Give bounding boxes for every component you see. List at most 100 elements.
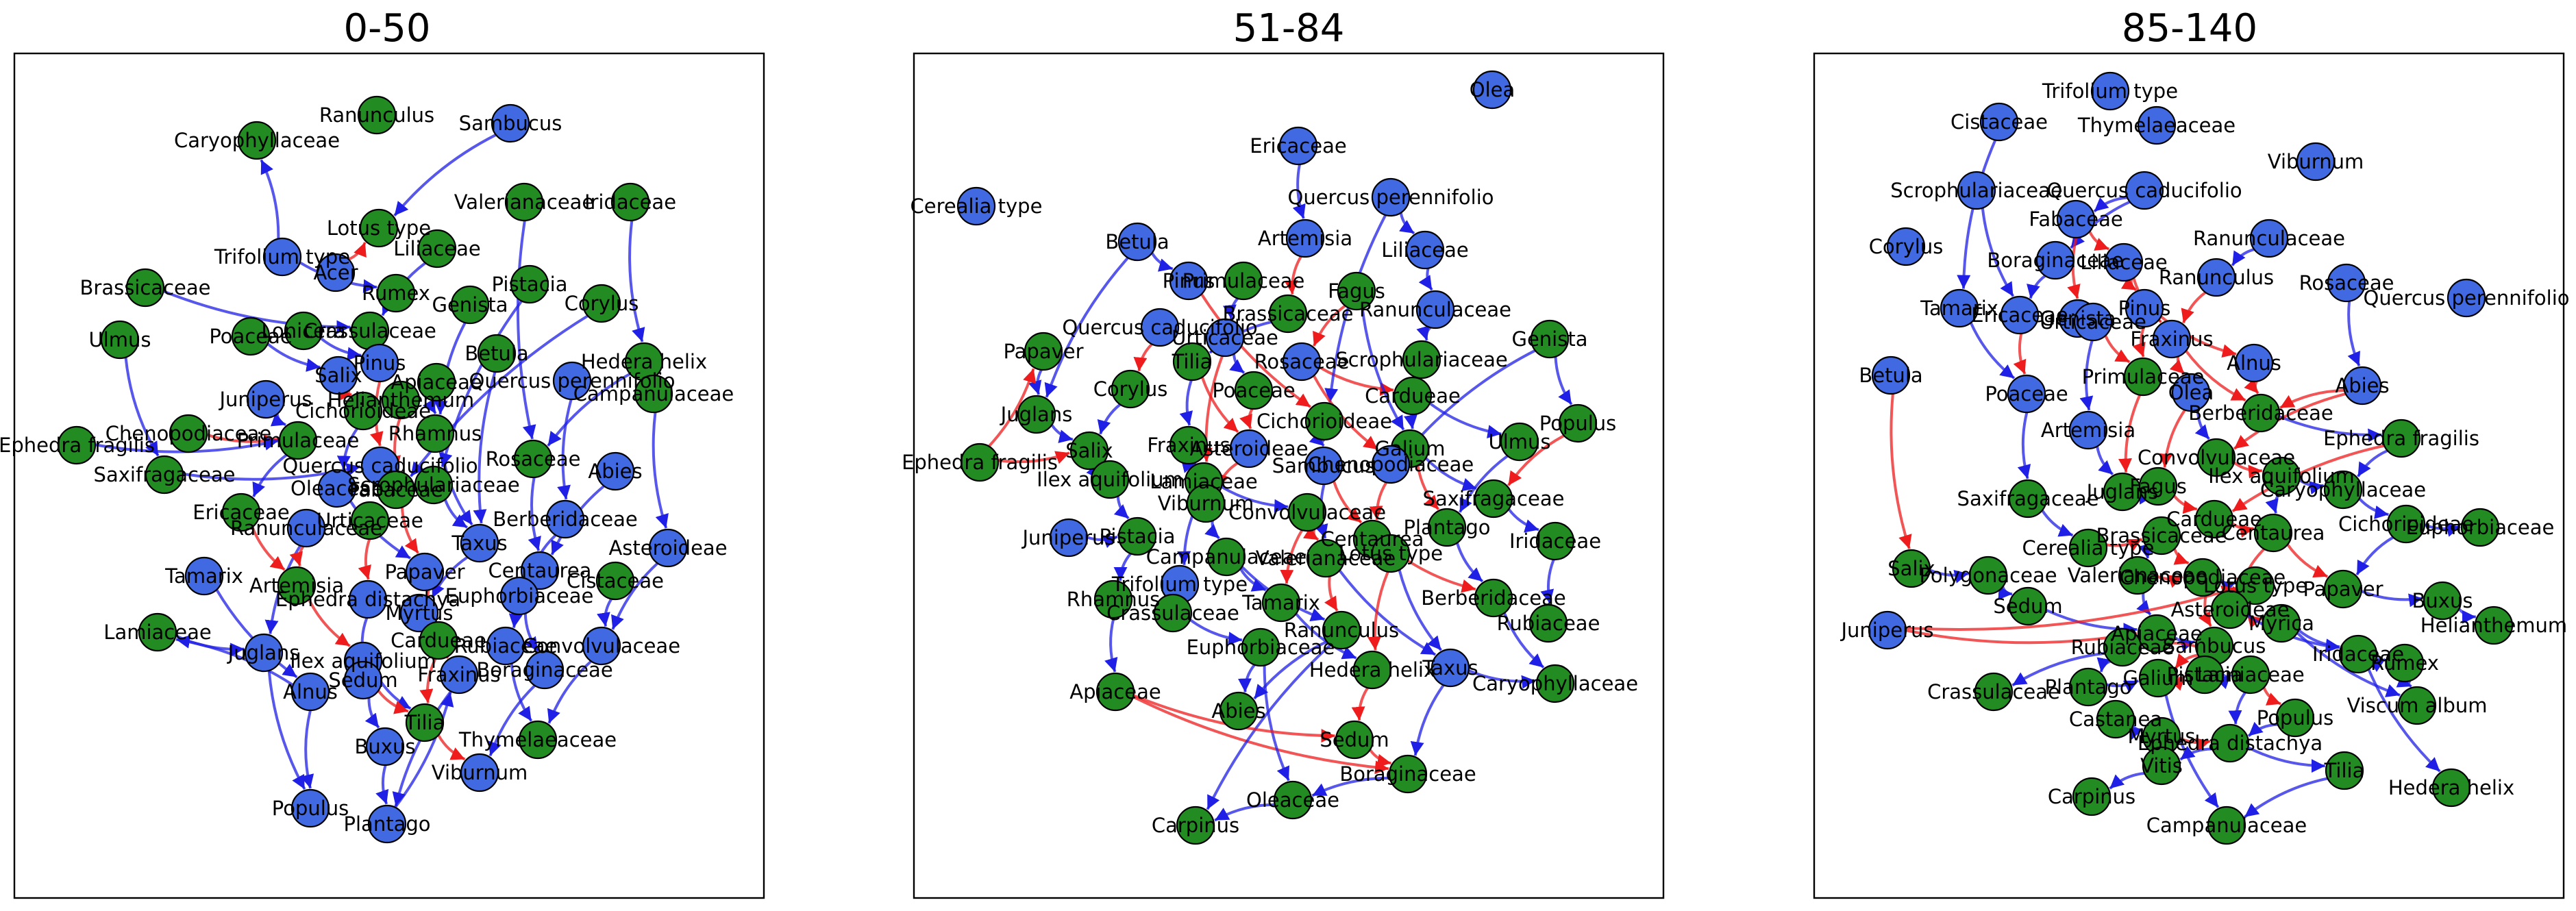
panel-title: 85-140 [2122,6,2257,51]
graph-edge [1229,353,1246,375]
graph-edge [1890,393,1912,549]
node-label: Pinus [354,351,406,375]
graph-node [2431,768,2471,808]
graph-node [2397,686,2437,725]
graph-node [2142,516,2181,556]
node-label: Taxus [1422,656,1478,679]
graph-edge [2106,538,2143,551]
graph-node [1268,294,1308,334]
graph-edge [377,690,409,714]
graph-node [513,439,553,479]
graph-node [2125,288,2164,328]
node-label: Caryophyllaceae [2260,478,2426,501]
graph-edge [2367,669,2441,773]
graph-node [960,442,1000,482]
graph-node [2423,581,2462,621]
node-label: Lonicera [261,319,345,342]
graph-edge [2106,679,2140,693]
graph-edge [1998,586,2013,600]
node-label: Boraginaceae [1987,249,2123,272]
graph-node [376,470,416,510]
graph-node [504,182,544,222]
node-label: Primulaceae [2082,365,2205,388]
graph-node [2068,528,2108,568]
node-label: Quercus perennifolio [1288,186,1494,209]
node-label: Quercus caducifolio [282,454,478,477]
graph-edge [2159,409,2186,468]
graph-node [417,229,457,269]
node-label: Campanulaceae [1146,545,1306,569]
graph-edge [2093,196,2128,213]
graph-edge [1204,521,1221,540]
graph-edge [422,398,438,415]
graph-edge [1507,434,1565,486]
graph-edge [1302,526,1320,541]
graph-edge [437,734,466,761]
graph-edge [1502,612,1545,669]
node-label: Genista [2040,307,2116,330]
graph-edge [443,499,469,529]
graph-edge [2457,608,2476,624]
graph-edge [251,526,286,571]
graph-edge [611,562,659,630]
graph-edge [1455,542,1484,583]
node-layer [956,70,1598,845]
node-label: Lotus type [1339,542,1443,565]
node-label: Populus [272,797,349,820]
graph-node [278,421,318,460]
graph-edge [2173,548,2190,565]
graph-node [1337,271,1376,311]
node-label: Chenopodiaceae [2120,566,2286,589]
node-label: Sedum [1320,728,1389,751]
graph-node [1234,371,1274,410]
graph-edge [2127,725,2144,740]
graph-node [1186,484,1226,523]
graph-node [2262,603,2301,643]
node-label: Tilia [2324,759,2365,782]
graph-node [317,469,357,508]
graph-edge [1044,256,1129,398]
graph-node [1472,70,1512,110]
node-label: Oleaceae [1246,788,1339,812]
node-label: Fagus [2129,475,2187,498]
graph-node [1285,219,1325,258]
graph-node [2137,614,2177,653]
node-label: Trifolium type [1111,573,1248,596]
graph-node [1093,579,1133,619]
node-label: Rhamnus [388,422,482,445]
graph-edge [2181,291,2207,324]
node-label: Scrophulariaceae [1335,348,1508,371]
node-label: Chenopodiaceae [1308,453,1474,476]
graph-node [1282,342,1322,382]
graph-edge [2027,274,2046,299]
graph-edge [1222,297,1239,319]
graph-edge [1311,776,1390,797]
graph-edge [2247,746,2325,773]
graph-node [2125,171,2164,210]
edge-layer [1890,139,2476,819]
graph-edge [2185,350,2246,402]
graph-node [1335,720,1374,760]
graph-edge [1263,665,1290,782]
node-label: Betula [1105,230,1169,253]
graph-node [405,703,445,742]
graph-edge [2370,656,2386,673]
graph-edge [1369,482,1388,521]
node-label: Taxus [451,532,507,555]
graph-node [2056,199,2096,239]
node-layer [57,95,688,844]
node-label: Ericaceae [1250,134,1346,158]
graph-node [2474,606,2514,645]
node-label: Liliaceae [393,237,481,260]
node-label: Iridaceae [584,190,676,214]
node-label: Berberidaceae [1421,586,1565,610]
graph-node [2207,806,2246,845]
graph-node [520,551,560,590]
graph-node [1090,460,1130,499]
node-label: Ericaceae [1971,303,2068,327]
graph-edge [1507,508,1539,533]
panel-2: 85-140 Trifolium type Cistaceae Thymelaeac… [1813,6,2570,899]
node-label: Berberidaceae [493,508,637,531]
panel-title: 51-84 [1233,6,1345,51]
node-label: Caryophyllaceae [174,129,340,152]
